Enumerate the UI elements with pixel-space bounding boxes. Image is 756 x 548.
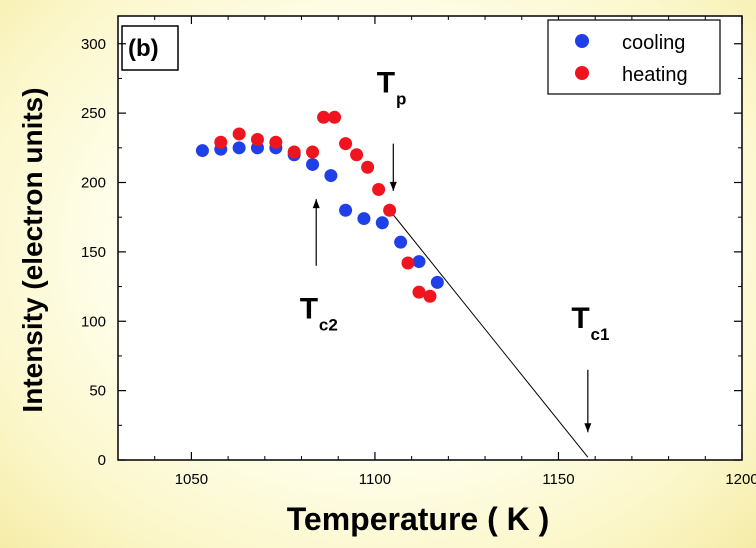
axis-ticks: 1050 1100 1150 1200 0 50 100 150 200 250 300 [81, 16, 756, 488]
data-point-heating [372, 182, 386, 196]
legend-marker-cooling [575, 34, 589, 48]
data-point-cooling [339, 203, 353, 217]
fit-line [389, 209, 589, 458]
y-tick-label: 100 [81, 313, 106, 330]
data-point-heating [269, 135, 283, 149]
x-tick-label: 1100 [359, 471, 391, 488]
y-tick-label: 150 [81, 244, 106, 261]
data-point-cooling [324, 169, 338, 183]
annotation-label-Tc2: T [300, 292, 318, 325]
data-point-cooling [195, 144, 209, 158]
data-point-cooling [430, 275, 444, 289]
annotation-subscript-c2: c2 [319, 315, 338, 334]
data-point-heating [401, 256, 415, 270]
panel-label-box [121, 25, 179, 71]
legend-marker-heating [575, 66, 589, 80]
data-point-heating [423, 289, 437, 303]
y-tick-label: 50 [89, 383, 106, 400]
x-tick-label: 1150 [542, 471, 574, 488]
legend-label-cooling: cooling [622, 32, 685, 54]
data-point-cooling [375, 216, 389, 230]
data-points [195, 110, 444, 303]
annotation-subscript-p: p [396, 89, 406, 108]
data-point-heating [383, 203, 397, 217]
data-point-heating [214, 135, 228, 149]
panel-label: (b) [128, 35, 159, 62]
data-point-heating [412, 285, 426, 299]
annotation-arrow-head [389, 181, 397, 191]
legend: cooling heating [547, 19, 721, 95]
data-point-heating [328, 110, 342, 124]
annotation-subscript-c1: c1 [590, 325, 609, 344]
annotation-label-Tc1: T [571, 302, 589, 335]
annotation-arrow-head [584, 423, 592, 433]
annotation-arrow-head [312, 199, 320, 209]
data-point-cooling [412, 255, 426, 269]
x-axis-title: Temperature ( K ) [287, 501, 550, 537]
data-point-cooling [306, 157, 320, 171]
data-point-heating [317, 110, 331, 124]
data-point-cooling [357, 212, 371, 226]
y-tick-label: 0 [98, 452, 106, 469]
x-tick-label: 1200 [725, 471, 756, 488]
data-point-heating [339, 137, 353, 151]
data-point-heating [350, 148, 364, 162]
y-tick-label: 250 [81, 105, 106, 122]
data-point-heating [361, 160, 375, 174]
y-tick-label: 200 [81, 175, 106, 192]
y-tick-label: 300 [81, 36, 106, 53]
annotation-label-Tp: T [377, 66, 395, 99]
data-point-heating [287, 145, 301, 159]
fit-line-group [389, 209, 589, 458]
data-point-cooling [394, 235, 408, 249]
data-point-heating [306, 145, 320, 159]
x-tick-label: 1050 [175, 471, 208, 488]
legend-box [547, 19, 721, 95]
data-point-heating [232, 127, 246, 141]
legend-label-heating: heating [622, 64, 688, 86]
y-axis-title: Intensity (electron units) [17, 87, 48, 412]
data-point-cooling [232, 141, 246, 155]
data-point-heating [250, 132, 264, 146]
